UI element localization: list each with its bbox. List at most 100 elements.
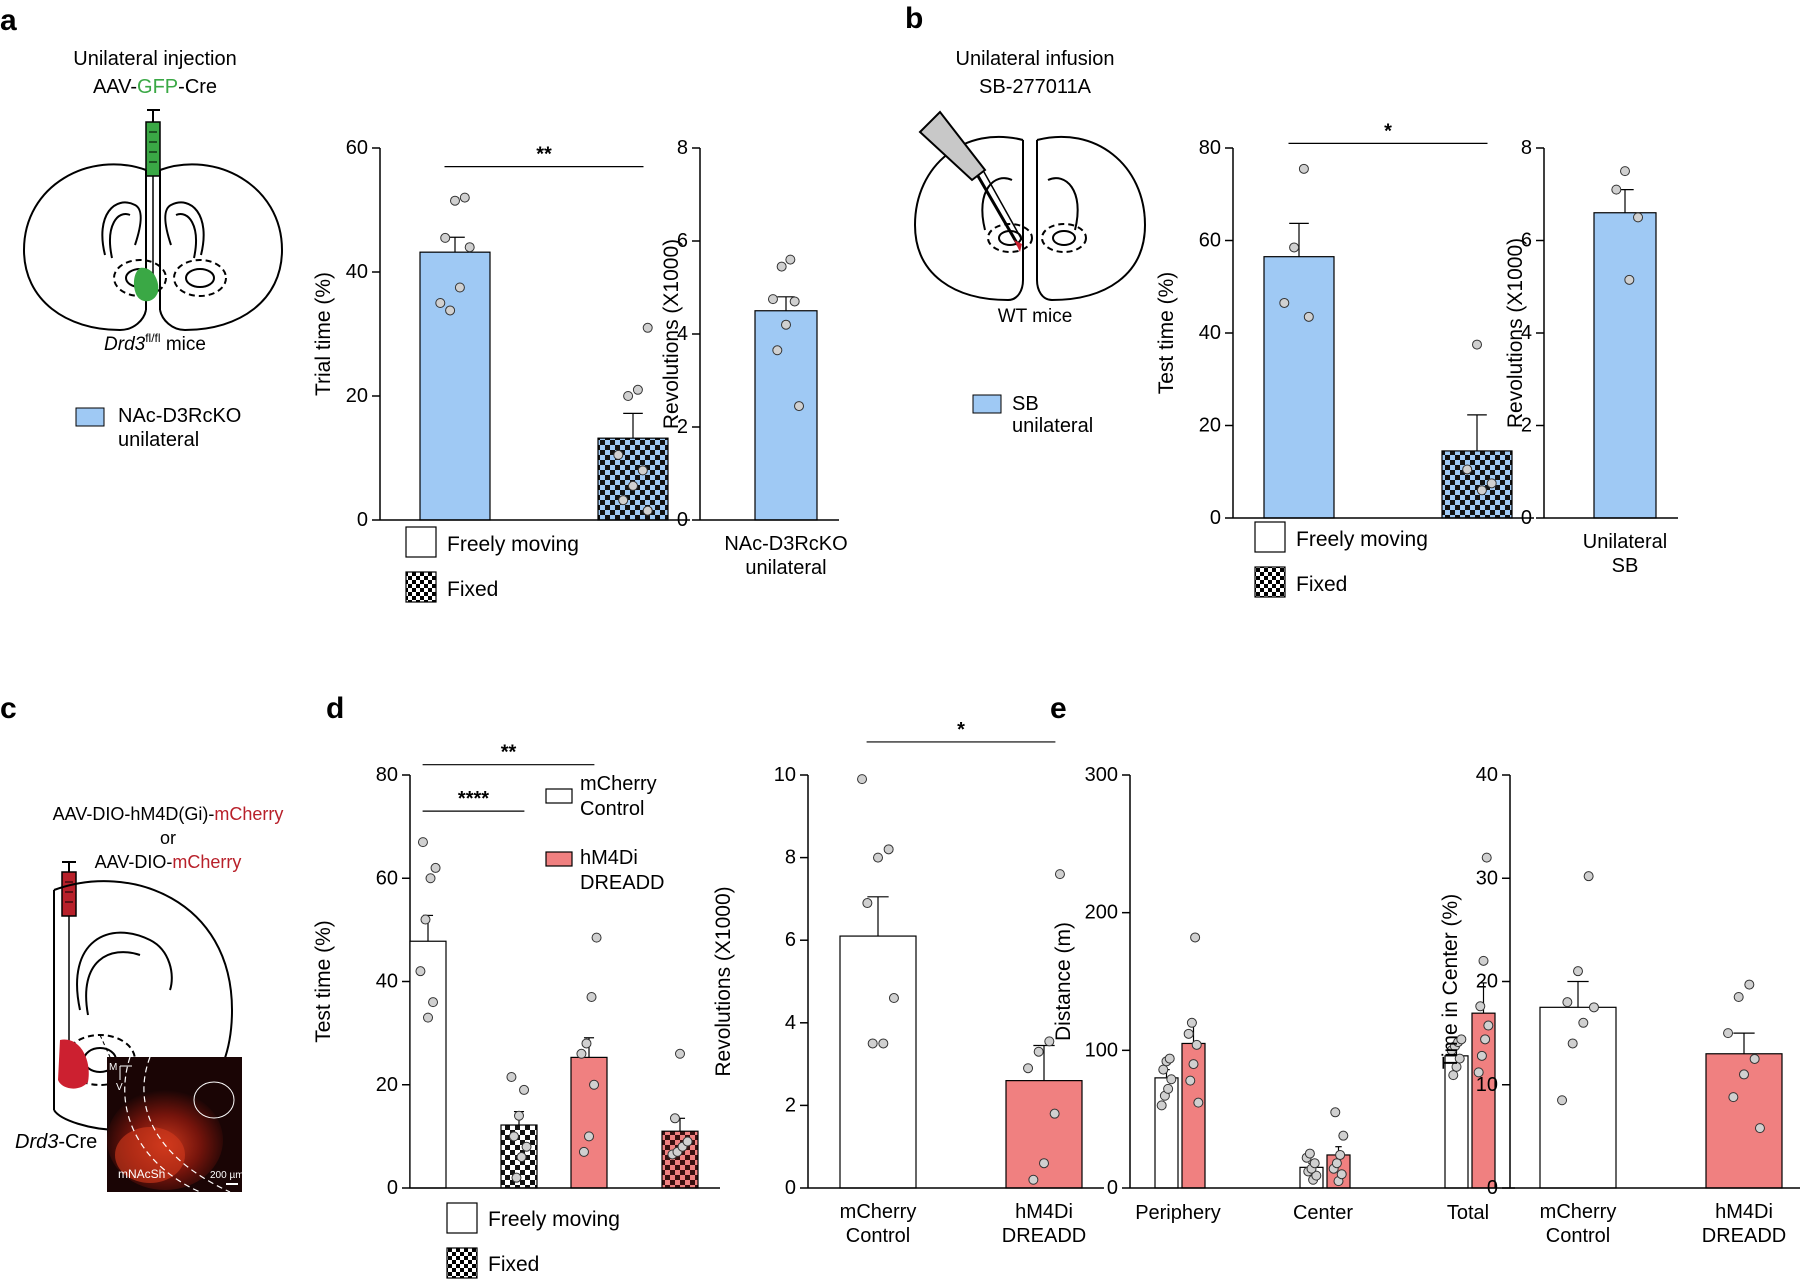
y-tick-label: 0 <box>1107 1177 1118 1199</box>
panel-c-virus1-red: mCherry <box>214 804 283 824</box>
x-tick-label-line: Unilateral <box>1583 531 1667 553</box>
data-point <box>578 1146 589 1157</box>
chart-a-revolutions: 0 2 4 6 8 Revolutions (X1000) NAc-D3RcKO unilat… <box>660 137 848 579</box>
micrograph-region-label: mNAcSh <box>118 1167 165 1181</box>
y-tick-label: 8 <box>785 847 796 869</box>
legend-hm4di-line1: hM4Di <box>580 847 638 869</box>
panel-b-title-line2: SB-277011A <box>979 76 1092 98</box>
data-point <box>1185 1075 1196 1086</box>
data-point <box>682 1136 693 1147</box>
panel-c-or: or <box>160 828 176 848</box>
data-point <box>878 1038 889 1049</box>
y-tick-label: 200 <box>1085 902 1118 924</box>
data-point <box>1304 1148 1315 1159</box>
data-point <box>1739 1069 1749 1080</box>
legend-hm4di-swatch <box>545 851 573 867</box>
x-tick-label: Center <box>1293 1202 1353 1224</box>
x-tick-label-line: DREADD <box>1002 1225 1086 1247</box>
data-point <box>1567 1038 1578 1049</box>
data-point <box>420 914 431 925</box>
y-axis-title: Distance (m) <box>1052 922 1075 1041</box>
x-tick-label-line: mCherry <box>1540 1201 1617 1223</box>
bar <box>1005 1080 1083 1189</box>
data-point <box>781 319 791 330</box>
data-point <box>428 997 439 1008</box>
panel-b-letter: b <box>905 2 923 35</box>
panel-c-mice-label: Drd3-Cre <box>15 1131 97 1153</box>
brain-section-b-icon <box>913 135 1147 302</box>
data-point <box>1166 1074 1177 1085</box>
gfp-injection-spot <box>133 267 159 302</box>
bar <box>570 1056 608 1189</box>
x-tick-label-line: mCherry <box>840 1201 917 1223</box>
panel-b-title-line1: Unilateral infusion <box>956 48 1115 70</box>
data-point <box>1562 997 1573 1008</box>
panel-d-legend-fixed-label: Fixed <box>488 1253 539 1276</box>
data-point <box>776 261 787 272</box>
x-tick-label-line: hM4Di <box>1715 1201 1773 1223</box>
syringe-icon <box>145 109 161 280</box>
data-point <box>1473 1067 1484 1078</box>
x-tick-label-line: SB <box>1612 555 1639 577</box>
data-point <box>430 862 441 873</box>
x-tick-label: hM4Di DREADD <box>1002 1201 1086 1247</box>
data-point <box>642 505 653 516</box>
y-axis-title: Revolutions (X1000) <box>1504 238 1527 428</box>
panel-d-legend-freely-swatch <box>446 1202 478 1234</box>
panel-a: a Unilateral injection AAV-GFP-Cre <box>0 4 579 603</box>
data-point <box>1744 979 1755 990</box>
y-tick-label: 0 <box>357 509 368 531</box>
data-point <box>459 192 470 203</box>
data-point <box>883 844 894 855</box>
data-point <box>1028 1174 1039 1185</box>
data-point <box>454 282 465 293</box>
data-point <box>440 232 451 243</box>
data-point <box>637 465 648 476</box>
y-tick-label: 20 <box>376 1074 398 1096</box>
data-point <box>1462 464 1473 475</box>
data-point <box>1335 1149 1346 1160</box>
data-point <box>450 195 460 206</box>
bar <box>1539 1006 1617 1189</box>
significance-label: * <box>957 719 965 741</box>
y-tick-label: 60 <box>1199 230 1221 252</box>
data-point <box>794 401 805 412</box>
legend-mcherry-line1: mCherry <box>580 773 657 795</box>
data-point <box>1338 1130 1349 1141</box>
micrograph-image: M V mNAcSh 200 µm <box>107 1056 244 1193</box>
x-tick-label: Periphery <box>1135 1202 1221 1224</box>
mcherry-injection-spot <box>58 1039 89 1089</box>
data-point <box>1156 1100 1167 1111</box>
data-point <box>1186 1017 1197 1028</box>
data-point <box>1191 1039 1202 1050</box>
panel-c-virus2-pre: AAV-DIO- <box>95 852 173 872</box>
x-tick-label-line: hM4Di <box>1015 1201 1073 1223</box>
y-tick-label: 40 <box>376 971 398 993</box>
data-point <box>521 1141 532 1152</box>
panel-c-virus2: AAV-DIO-mCherry <box>95 852 242 872</box>
data-point <box>669 1113 680 1124</box>
data-point <box>1749 1053 1760 1064</box>
data-point <box>888 993 899 1004</box>
panel-b: b Unilateral infusion SB-277011A WT mice… <box>905 2 1428 598</box>
data-point <box>1588 1002 1599 1013</box>
panel-a-title-post: -Cre <box>178 76 217 98</box>
data-point <box>1158 1064 1169 1075</box>
bar <box>1441 450 1513 519</box>
data-point <box>1481 852 1492 863</box>
data-point <box>1448 1070 1459 1081</box>
panel-a-legend-fixed-swatch <box>405 571 437 603</box>
data-point <box>508 1131 519 1142</box>
data-point <box>1054 869 1065 880</box>
data-point <box>1754 1123 1765 1134</box>
y-tick-label: 0 <box>1521 507 1532 529</box>
y-tick-label: 20 <box>346 385 368 407</box>
panel-b-legend-swatch <box>972 394 1002 414</box>
y-axis-title: Test time (%) <box>1155 272 1178 395</box>
y-tick-label: 0 <box>1210 507 1221 529</box>
y-tick-label: 4 <box>677 323 688 345</box>
panel-d-letter: d <box>326 692 344 725</box>
